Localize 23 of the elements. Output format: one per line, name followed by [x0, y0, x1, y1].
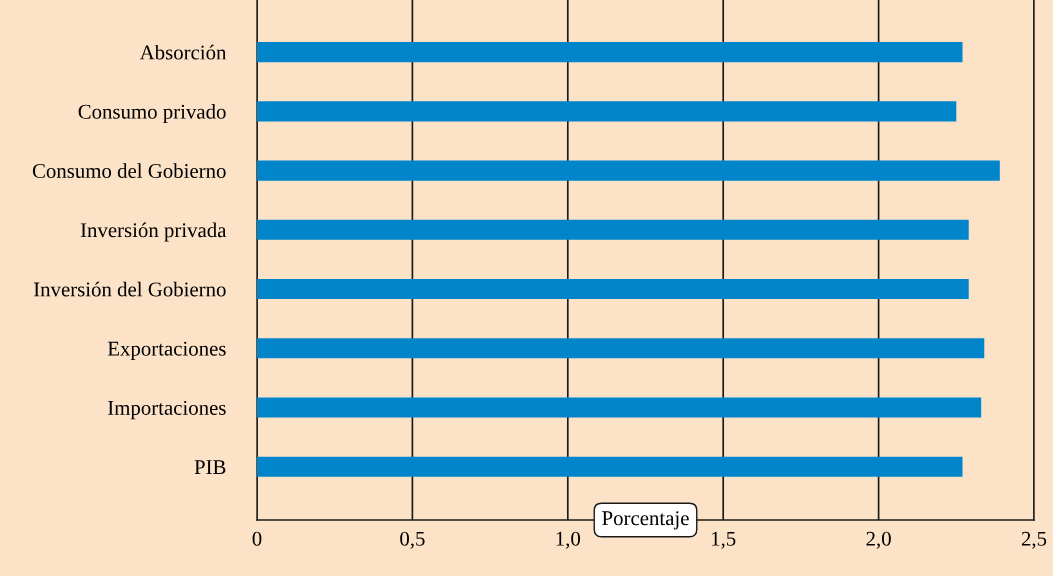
- x-tick-label: 0: [252, 531, 262, 546]
- bar: [257, 278, 969, 300]
- y-tick-label: Importaciones: [108, 400, 226, 420]
- y-tick-label: Consumo privado: [78, 104, 226, 124]
- x-axis-title: Porcentaje: [602, 511, 689, 530]
- y-tick-label: Inversión del Gobierno: [33, 281, 226, 297]
- bar: [257, 101, 957, 122]
- x-tick-label: 1,0: [556, 531, 581, 549]
- bar: [257, 338, 985, 359]
- y-tick-label: Inversión privada: [80, 222, 227, 242]
- bar: [257, 456, 963, 477]
- y-tick-label: PIB: [194, 460, 226, 474]
- bar: [257, 397, 982, 418]
- x-tick-label: 2,0: [866, 531, 891, 549]
- bar: [257, 219, 969, 240]
- y-tick-label: Consumo del Gobierno: [32, 163, 226, 178]
- x-tick-label: 0,5: [400, 531, 425, 549]
- bar: [257, 42, 963, 63]
- x-tick-label: 1,5: [712, 531, 736, 549]
- x-tick-label: 2,5: [1021, 531, 1047, 549]
- bar: [257, 160, 1000, 181]
- y-tick-label: Exportaciones: [107, 341, 226, 360]
- y-tick-label: Absorción: [139, 44, 227, 60]
